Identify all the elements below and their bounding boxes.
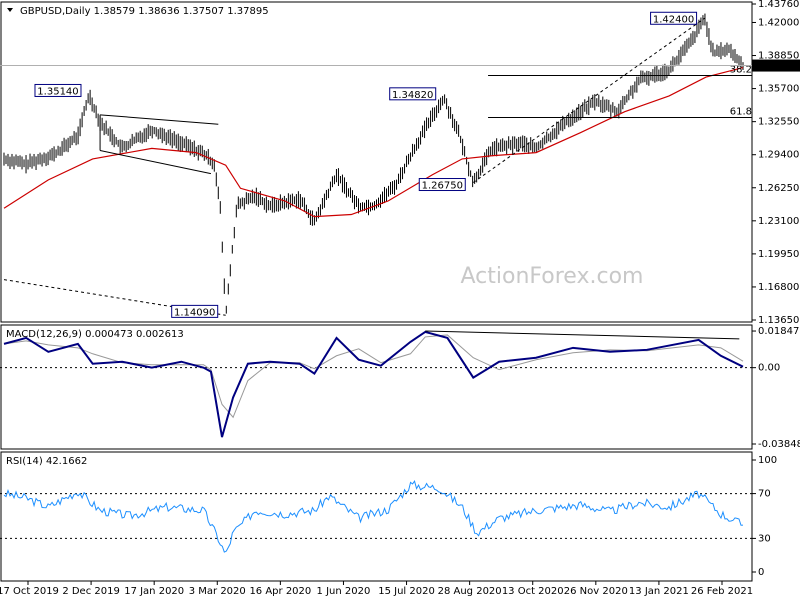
macd-plot — [0, 330, 752, 438]
price-annotation: 1.26750 — [422, 181, 463, 192]
x-tick-label: 2 Dec 2019 — [62, 586, 120, 597]
price-y-tick-label: 1.35700 — [758, 84, 799, 95]
x-tick-label: 3 Mar 2020 — [189, 586, 246, 597]
price-annotation: 1.35140 — [37, 86, 78, 97]
price-y-tick-label: 1.42000 — [758, 17, 799, 28]
x-tick-label: 26 Nov 2020 — [564, 586, 628, 597]
macd-y-tick-label: -0.038486 — [758, 439, 800, 450]
macd-title: MACD(12,26,9) 0.000473 0.002613 — [6, 329, 184, 340]
rsi-plot — [0, 480, 752, 553]
macd-y-tick-label: 0.018471 — [758, 326, 800, 337]
current-price-label: 1.37895 — [758, 62, 799, 73]
price-annotation-box — [650, 11, 698, 25]
channel-lower-line — [99, 150, 212, 175]
rsi-y-tick-label: 0 — [758, 567, 764, 578]
price-plot: 38.2 61.8 1.35140 1.34820 1.26750 1.42400 1.14… — [0, 11, 752, 318]
x-tick-label: 13 Jan 2021 — [629, 586, 689, 597]
moving-average-line — [3, 67, 744, 218]
rsi-line — [3, 480, 744, 553]
rsi-title: RSI(14) 42.1662 — [6, 456, 87, 467]
rsi-y-tick-label: 70 — [758, 489, 771, 500]
price-y-tick-label: 1.19950 — [758, 249, 799, 260]
macd-line — [3, 330, 744, 438]
price-annotation-box — [389, 87, 437, 101]
price-y-tick-label: 1.29400 — [758, 150, 799, 161]
price-y-tick-label: 1.23100 — [758, 216, 799, 227]
dropdown-arrow-icon[interactable] — [7, 8, 13, 12]
macd-trend-line — [425, 330, 740, 340]
dashed-trend-line — [472, 17, 705, 183]
x-tick-label: 17 Oct 2019 — [0, 586, 59, 597]
x-tick-label: 1 Jun 2020 — [317, 586, 371, 597]
price-y-tick-label: 1.32550 — [758, 117, 799, 128]
price-y-tick-label: 1.13650 — [758, 315, 799, 326]
x-tick-label: 26 Feb 2021 — [691, 586, 753, 597]
price-annotation-box — [418, 178, 466, 192]
price-annotation-box — [171, 304, 219, 318]
x-tick-label: 15 Jul 2020 — [378, 586, 435, 597]
x-tick-label: 28 Aug 2020 — [438, 586, 502, 597]
fib-level-label: 38.2 — [730, 64, 752, 75]
rsi-y-tick-label: 30 — [758, 533, 771, 544]
price-y-tick-label: 1.16800 — [758, 282, 799, 293]
price-annotation: 1.34820 — [392, 90, 433, 101]
watermark: ActionForex.com — [461, 264, 644, 289]
x-tick-label: 13 Oct 2020 — [502, 586, 564, 597]
price-annotation: 1.14090 — [174, 307, 215, 318]
current-price-box — [752, 59, 800, 72]
price-annotation-box — [34, 83, 82, 97]
price-y-tick-label: 1.26250 — [758, 183, 799, 194]
rsi-y-tick-label: 100 — [758, 455, 777, 466]
fib-level-label: 61.8 — [730, 106, 752, 117]
x-tick-label: 16 Apr 2020 — [249, 586, 311, 597]
x-tick-label: 17 Jan 2020 — [124, 586, 184, 597]
price-y-tick-label: 1.38850 — [758, 51, 799, 62]
channel-upper-line — [100, 114, 219, 125]
macd-y-tick-label: 0.00 — [758, 363, 780, 374]
chart-title: GBPUSD,Daily 1.38579 1.38636 1.37507 1.3… — [20, 6, 269, 17]
price-y-tick-label: 1.43760 — [758, 0, 799, 10]
price-annotation: 1.42400 — [653, 14, 694, 25]
